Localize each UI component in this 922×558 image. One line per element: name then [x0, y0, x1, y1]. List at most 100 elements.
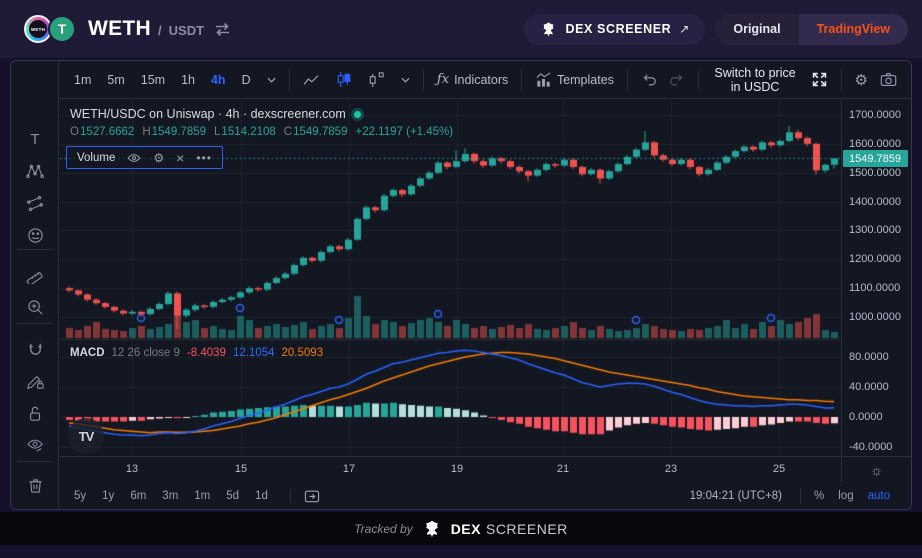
macd-line-value: 12.1054 — [232, 347, 275, 359]
log-scale-button[interactable]: log — [838, 489, 854, 502]
chart-legend-title: WETH/USDC on Uniswap · 4h · dexscreener.… — [70, 107, 346, 121]
switch-quote-currency-button[interactable]: Switch to price in USDC — [705, 62, 805, 98]
tool-xabcd-pattern[interactable] — [11, 157, 59, 185]
range-6m[interactable]: 6m — [130, 489, 147, 502]
range-5y[interactable]: 5y — [74, 489, 87, 502]
screenshot-button[interactable] — [874, 68, 903, 91]
auto-scale-button[interactable]: auto — [867, 489, 890, 502]
volume-visibility-button[interactable] — [127, 153, 141, 163]
tf-15m[interactable]: 15m — [135, 69, 171, 91]
redo-button[interactable] — [663, 69, 691, 90]
lock-open-icon — [29, 406, 41, 421]
tool-drawing-lock[interactable] — [11, 367, 59, 395]
weth-token-icon-label: WETH — [29, 20, 47, 38]
macd-tick: 40.0000 — [849, 381, 889, 393]
redo-icon — [669, 74, 682, 86]
fullscreen-button[interactable] — [805, 67, 834, 92]
chart-main: 1m 5m 15m 1h 4h D ƒx — [60, 61, 911, 509]
dexscreener-logo-icon — [422, 519, 442, 539]
style-menu-chevron[interactable] — [395, 73, 416, 87]
tf-4h[interactable]: 4h — [205, 69, 232, 91]
candles-style-button[interactable] — [330, 67, 358, 92]
dex-screener-label: DEX SCREENER — [565, 22, 672, 36]
line-chart-icon — [303, 74, 319, 85]
tool-magnet[interactable] — [11, 335, 59, 363]
tf-1d[interactable]: D — [236, 69, 257, 91]
sidebar-divider — [17, 461, 52, 462]
footer-brand-light: SCREENER — [485, 520, 568, 537]
dex-screener-button[interactable]: DEX SCREENER ↗ — [524, 13, 706, 45]
hollow-candles-style-button[interactable] — [362, 67, 391, 92]
clock-timezone-button[interactable]: 19:04:21 (UTC+8) — [689, 489, 783, 502]
tracked-by-label: Tracked by — [354, 521, 413, 536]
range-1d[interactable]: 1d — [255, 489, 268, 502]
macd-params: 12 26 close 9 — [111, 347, 180, 359]
percent-scale-button[interactable]: % — [814, 489, 825, 502]
go-to-date-button[interactable] — [304, 489, 320, 503]
chart-settings-button[interactable]: ⚙ — [849, 67, 874, 93]
volume-indicator-box[interactable]: Volume ⚙ × ••• — [66, 146, 223, 169]
hollow-candles-icon — [370, 72, 384, 88]
usdt-token-icon: T — [48, 15, 76, 43]
line-chart-style-button[interactable] — [296, 69, 326, 91]
pair-base: WETH — [88, 17, 152, 40]
undo-button[interactable] — [635, 69, 663, 90]
range-5d[interactable]: 5d — [226, 489, 240, 502]
weth-token-icon: WETH — [24, 15, 52, 43]
fx-icon: ƒx — [436, 72, 450, 87]
volume-more-button[interactable]: ••• — [196, 152, 212, 164]
more-dots-icon: ••• — [196, 150, 212, 165]
price-tick: 1100.0000 — [849, 282, 901, 294]
time-tick: 25 — [772, 463, 786, 475]
tab-tradingview[interactable]: TradingView — [798, 13, 908, 45]
price-tick: 1200.0000 — [849, 253, 901, 265]
gear-icon: ⚙ — [854, 71, 868, 89]
tool-text[interactable]: T — [11, 125, 59, 153]
time-axis[interactable]: 13 15 17 19 21 23 25 ☼ — [60, 456, 911, 482]
tool-hide-drawings[interactable] — [11, 431, 59, 459]
range-1y[interactable]: 1y — [102, 489, 115, 502]
tool-parallel-channel[interactable] — [11, 189, 59, 217]
swap-icon — [214, 22, 231, 37]
current-price-badge: 1549.7859 — [843, 150, 908, 167]
tool-ruler[interactable] — [11, 261, 59, 289]
toolbar-divider — [423, 68, 424, 91]
range-3m[interactable]: 3m — [162, 489, 179, 502]
toolbar-divider — [288, 68, 290, 91]
indicators-button[interactable]: ƒx Indicators — [431, 68, 514, 91]
toolbar-divider — [840, 68, 842, 91]
price-tick: 1000.0000 — [849, 311, 901, 323]
ohlc-change: +22.1197 (+1.45%) — [355, 126, 454, 138]
price-tick: 1400.0000 — [849, 196, 901, 208]
tool-lock-open[interactable] — [11, 399, 59, 427]
toolbar-divider — [697, 68, 699, 91]
time-tick: 19 — [450, 463, 464, 475]
text-tool-icon: T — [30, 130, 40, 148]
chart-style-group — [296, 67, 416, 92]
tradingview-watermark[interactable]: TV — [68, 418, 104, 454]
toolbar-divider — [521, 68, 522, 91]
tool-remove-drawings[interactable] — [11, 471, 59, 499]
tab-original[interactable]: Original — [715, 13, 799, 45]
timeframe-menu-chevron[interactable] — [261, 73, 282, 87]
chart-legend[interactable]: WETH/USDC on Uniswap · 4h · dexscreener.… — [70, 107, 361, 121]
tf-1m[interactable]: 1m — [68, 69, 97, 91]
tool-zoom-in[interactable] — [11, 293, 59, 321]
volume-remove-button[interactable]: × — [176, 151, 184, 165]
tool-object-tree[interactable] — [11, 507, 59, 509]
swap-pair-button[interactable] — [214, 22, 231, 37]
range-1m[interactable]: 1m — [194, 489, 211, 502]
volume-settings-button[interactable]: ⚙ — [153, 152, 164, 164]
macd-hist-value: -8.4039 — [186, 347, 226, 359]
price-axis[interactable]: 1700.0000 1600.0000 1500.0000 1400.0000 … — [841, 100, 911, 456]
tf-5m[interactable]: 5m — [101, 69, 130, 91]
price-tick: 1500.0000 — [849, 167, 901, 179]
gear-icon: ⚙ — [153, 150, 165, 165]
templates-button[interactable]: Templates — [529, 68, 620, 91]
tf-1h[interactable]: 1h — [175, 69, 201, 91]
axis-settings-button[interactable]: ☼ — [841, 457, 911, 482]
tool-emoji[interactable] — [11, 221, 59, 249]
macd-legend[interactable]: MACD 12 26 close 9 -8.4039 12.1054 20.50… — [70, 347, 323, 359]
ohlc-close: C1549.7859 — [283, 126, 348, 138]
bottom-divider — [289, 488, 291, 503]
